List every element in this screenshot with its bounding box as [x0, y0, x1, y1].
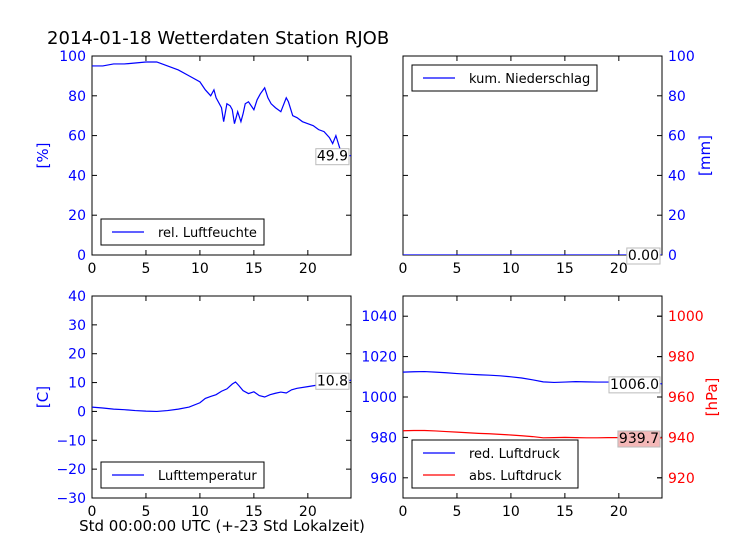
y-tick-label: 980	[370, 430, 397, 446]
y2-tick-label: 960	[668, 390, 695, 406]
last-value-box	[617, 430, 661, 448]
y2-tick-label: 980	[668, 350, 695, 366]
y2-axis-label: [hPa]	[703, 378, 721, 417]
last-value-label: 10.8	[317, 373, 348, 389]
y-tick-label: −20	[56, 462, 86, 478]
y-axis-label: [mm]	[696, 135, 714, 176]
y-tick-label: 10	[68, 376, 86, 392]
x-tick-label: 15	[245, 261, 263, 277]
x-tick-label: 5	[452, 261, 461, 277]
y-tick-label: 40	[68, 289, 86, 305]
y-tick-label: 60	[68, 129, 86, 145]
y-tick-label: 960	[370, 471, 397, 487]
y-tick-label: 1040	[361, 309, 397, 325]
x-tick-label: 0	[399, 504, 408, 520]
y-tick-label: 80	[68, 89, 86, 105]
x-tick-label: 20	[299, 504, 317, 520]
y-tick-label: −10	[56, 433, 86, 449]
y-tick-label: 1000	[361, 390, 397, 406]
y-tick-label: 1020	[361, 350, 397, 366]
last-value-label: 1006.0	[610, 377, 659, 393]
x-tick-label: 0	[399, 261, 408, 277]
y-tick-label: 60	[668, 129, 686, 145]
x-tick-label: 5	[141, 261, 150, 277]
x-tick-label: 10	[502, 504, 520, 520]
y-tick-label: −30	[56, 491, 86, 507]
last-value-label: 0.00	[628, 248, 659, 264]
chart-bottom-left: 0 5 10 15 20 −30 −20 −10 0 10 20 30 40 [C] 10.8 Lufttem…	[34, 289, 352, 520]
y-tick-label: 0	[668, 248, 677, 264]
x-tick-label: 10	[191, 261, 209, 277]
y-tick-label: 80	[668, 89, 686, 105]
figure-x-axis-label: Std 00:00:00 UTC (+-23 Std Lokalzeit)	[79, 517, 365, 535]
y-axis-label: [C]	[34, 386, 52, 408]
chart-top-left: 0 5 10 15 20 0 20 40 60 80 100 [%] 49.9 rel. Luftfeuc…	[34, 49, 352, 277]
y-tick-label: 0	[77, 404, 86, 420]
x-tick-label: 20	[610, 504, 628, 520]
x-tick-label: 20	[299, 261, 317, 277]
legend-entry: red. Luftdruck	[469, 447, 560, 462]
y-tick-label: 40	[68, 168, 86, 184]
x-tick-label: 15	[556, 504, 574, 520]
last-value-box	[315, 372, 350, 390]
last-value-label: 49.9	[317, 149, 348, 165]
y-tick-label: 0	[77, 248, 86, 264]
y-tick-label: 40	[668, 168, 686, 184]
last-value-box	[315, 148, 350, 166]
y-tick-label: 30	[68, 318, 86, 334]
plot-frame	[91, 295, 352, 499]
legend-entry: abs. Luftdruck	[469, 469, 562, 484]
series-line	[92, 379, 351, 413]
last-value-label: 939.7	[619, 431, 659, 447]
x-tick-label: 0	[88, 504, 97, 520]
x-tick-label: 10	[191, 504, 209, 520]
y-axis-label: [%]	[34, 143, 52, 169]
legend-entry: kum. Niederschlag	[469, 72, 590, 87]
x-tick-label: 15	[245, 504, 263, 520]
x-tick-label: 15	[556, 261, 574, 277]
x-tick-label: 5	[452, 504, 461, 520]
x-tick-label: 20	[610, 261, 628, 277]
x-tick-label: 5	[141, 504, 150, 520]
y-tick-label: 100	[668, 49, 695, 65]
legend-entry: rel. Luftfeuchte	[158, 226, 257, 241]
y2-tick-label: 1000	[668, 309, 704, 325]
legend-box	[411, 439, 579, 489]
chart-bottom-right: 0 5 10 15 20 960 980 1000 1020 1040 920 940 960 980 10…	[361, 295, 721, 520]
y2-tick-label: 920	[668, 471, 695, 487]
last-value-box	[608, 376, 661, 394]
chart-top-right: 0 5 10 15 20 0 20 40 60 80 100 [mm] 0.00 kum. Nieders…	[399, 49, 714, 277]
y-tick-label: 20	[668, 208, 686, 224]
series-line	[92, 61, 351, 157]
y-tick-label: 20	[68, 208, 86, 224]
x-tick-label: 0	[88, 261, 97, 277]
last-value-box	[626, 247, 661, 265]
y2-tick-label: 940	[668, 430, 695, 446]
y-tick-label: 20	[68, 347, 86, 363]
figure-title: 2014-01-18 Wetterdaten Station RJOB	[47, 28, 389, 49]
x-tick-label: 10	[502, 261, 520, 277]
y-tick-label: 100	[59, 49, 86, 65]
legend-entry: Lufttemperatur	[158, 469, 257, 484]
